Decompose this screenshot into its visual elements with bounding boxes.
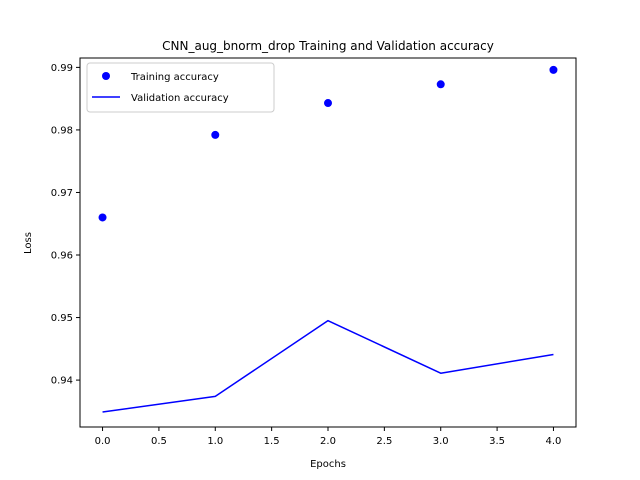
x-tick-label: 0.5 [151, 436, 167, 447]
y-axis-label: Loss [23, 232, 34, 254]
y-tick-label: 0.98 [51, 125, 73, 136]
legend-label-training: Training accuracy [130, 72, 219, 83]
data-point-training-2 [324, 99, 332, 108]
x-tick-label: 3.0 [433, 436, 449, 447]
x-axis: 0.0 0.5 1.0 1.5 2.0 2.5 3.0 3.5 4.0 [95, 427, 562, 447]
data-point-training-1 [211, 130, 220, 139]
y-tick-label: 0.95 [51, 313, 73, 324]
x-tick-label: 4.0 [546, 436, 562, 447]
x-tick-label: 1.0 [207, 436, 223, 447]
chart-title: CNN_aug_bnorm_drop Training and Validati… [162, 39, 494, 53]
x-tick-label: 1.5 [264, 436, 280, 447]
y-tick-label: 0.94 [51, 376, 73, 387]
legend-label-validation: Validation accuracy [131, 93, 229, 104]
x-axis-label: Epochs [310, 459, 346, 470]
legend: Training accuracy Validation accuracy [86, 62, 275, 113]
legend-frame [86, 62, 275, 113]
data-point-training-4 [549, 65, 558, 74]
x-tick-label: 0.0 [95, 436, 111, 447]
y-axis: 0.94 0.95 0.96 0.97 0.98 0.99 [51, 63, 80, 387]
x-tick-label: 2.0 [320, 436, 336, 447]
y-tick-label: 0.99 [51, 63, 73, 74]
y-tick-label: 0.97 [51, 188, 73, 199]
y-tick-label: 0.96 [51, 251, 73, 262]
x-tick-label: 3.5 [489, 436, 505, 447]
x-tick-label: 2.5 [376, 436, 392, 447]
data-point-training-3 [436, 80, 445, 89]
plot-area [98, 65, 558, 413]
series-line-validation [102, 319, 554, 413]
legend-marker-training [102, 72, 110, 80]
data-point-training-0 [98, 213, 107, 222]
